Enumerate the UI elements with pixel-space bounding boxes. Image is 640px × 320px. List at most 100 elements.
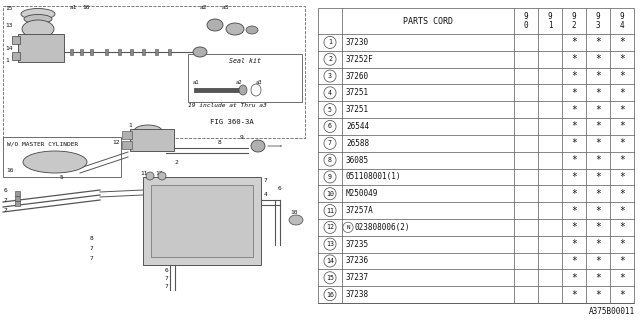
- Text: 26588: 26588: [346, 139, 369, 148]
- Text: 5: 5: [60, 174, 64, 180]
- Text: *: *: [619, 105, 625, 115]
- Text: *: *: [571, 71, 577, 81]
- Text: 16: 16: [326, 292, 334, 298]
- Text: *: *: [619, 205, 625, 216]
- Text: *: *: [619, 273, 625, 283]
- Text: 1: 1: [128, 123, 132, 127]
- Text: *: *: [595, 138, 601, 148]
- Text: 9
4: 9 4: [620, 12, 624, 30]
- Ellipse shape: [251, 84, 261, 96]
- Bar: [155, 49, 158, 55]
- Text: PARTS CORD: PARTS CORD: [403, 17, 453, 26]
- Text: 8: 8: [90, 236, 93, 241]
- Text: 6: 6: [278, 186, 282, 190]
- Text: M250049: M250049: [346, 189, 378, 198]
- Text: *: *: [571, 205, 577, 216]
- Text: 9
1: 9 1: [548, 12, 552, 30]
- Text: *: *: [571, 54, 577, 64]
- Bar: [130, 49, 133, 55]
- Text: 2: 2: [174, 159, 178, 164]
- Text: 10: 10: [326, 191, 334, 197]
- Ellipse shape: [226, 23, 244, 35]
- Text: 14: 14: [5, 45, 13, 51]
- Text: *: *: [619, 155, 625, 165]
- Text: *: *: [619, 71, 625, 81]
- Text: *: *: [619, 138, 625, 148]
- Bar: [18, 34, 64, 62]
- Bar: [143, 177, 261, 265]
- Text: 7: 7: [165, 276, 169, 281]
- Ellipse shape: [146, 172, 154, 180]
- Text: 9
0: 9 0: [524, 12, 528, 30]
- Bar: [168, 49, 171, 55]
- Text: *: *: [619, 122, 625, 132]
- Text: *: *: [595, 105, 601, 115]
- Ellipse shape: [24, 14, 52, 23]
- Bar: [142, 49, 145, 55]
- Text: *: *: [595, 122, 601, 132]
- Text: *: *: [619, 172, 625, 182]
- Text: 7: 7: [4, 197, 8, 203]
- Text: *: *: [595, 172, 601, 182]
- Text: 8: 8: [218, 140, 221, 145]
- Ellipse shape: [251, 140, 265, 152]
- Text: 7: 7: [90, 245, 93, 251]
- Text: 37251: 37251: [346, 105, 369, 114]
- Text: *: *: [595, 205, 601, 216]
- Text: *: *: [595, 256, 601, 266]
- Text: 8: 8: [328, 157, 332, 163]
- Text: *: *: [571, 222, 577, 232]
- Bar: [15, 190, 20, 196]
- Bar: [12, 52, 20, 60]
- Text: 37238: 37238: [346, 290, 369, 299]
- Bar: [70, 49, 73, 55]
- Text: *: *: [571, 122, 577, 132]
- Text: 7: 7: [165, 284, 169, 289]
- Bar: [188, 54, 302, 102]
- Text: a1: a1: [193, 79, 200, 84]
- Text: 1: 1: [328, 39, 332, 45]
- Text: *: *: [595, 273, 601, 283]
- Text: 023808006(2): 023808006(2): [354, 223, 410, 232]
- Bar: [118, 49, 121, 55]
- Text: 10: 10: [290, 211, 298, 215]
- Text: *: *: [595, 88, 601, 98]
- Text: 37251: 37251: [346, 88, 369, 97]
- Text: 14: 14: [326, 258, 334, 264]
- Text: Seal kit: Seal kit: [229, 58, 261, 64]
- Text: 19 include at Thru a3: 19 include at Thru a3: [188, 102, 267, 108]
- Text: *: *: [571, 138, 577, 148]
- Text: *: *: [571, 273, 577, 283]
- Text: *: *: [619, 189, 625, 199]
- Text: *: *: [571, 239, 577, 249]
- Text: *: *: [571, 105, 577, 115]
- Bar: [122, 141, 132, 149]
- Ellipse shape: [134, 125, 162, 137]
- Text: FIG 360-3A: FIG 360-3A: [210, 119, 253, 125]
- Text: *: *: [619, 37, 625, 47]
- Bar: [90, 49, 93, 55]
- Text: *: *: [595, 37, 601, 47]
- Text: a3: a3: [256, 79, 262, 84]
- Text: a2: a2: [200, 4, 207, 10]
- Text: 36085: 36085: [346, 156, 369, 164]
- Text: *: *: [595, 290, 601, 300]
- Text: 051108001(1): 051108001(1): [346, 172, 401, 181]
- Text: 3: 3: [328, 73, 332, 79]
- Text: 12: 12: [326, 224, 334, 230]
- Ellipse shape: [22, 20, 54, 38]
- Ellipse shape: [21, 9, 55, 20]
- Text: *: *: [595, 71, 601, 81]
- Text: 11: 11: [326, 208, 334, 213]
- Text: 6: 6: [4, 188, 8, 193]
- Bar: [80, 49, 83, 55]
- Text: 16: 16: [82, 4, 90, 10]
- Bar: [3, 137, 121, 177]
- Text: *: *: [595, 189, 601, 199]
- Text: 37252F: 37252F: [346, 55, 374, 64]
- Text: a2: a2: [236, 79, 243, 84]
- Text: 11: 11: [140, 171, 147, 175]
- Bar: [12, 36, 20, 44]
- Bar: [151, 185, 253, 257]
- Ellipse shape: [239, 85, 247, 95]
